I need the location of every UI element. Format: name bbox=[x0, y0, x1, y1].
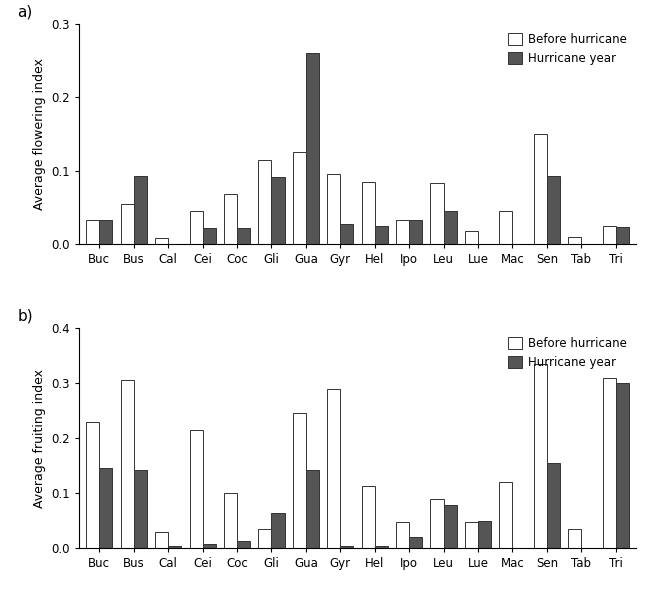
Bar bbox=[409, 220, 422, 244]
Bar bbox=[190, 430, 203, 548]
Bar bbox=[293, 153, 306, 244]
Bar bbox=[203, 544, 216, 548]
Bar bbox=[121, 204, 134, 244]
Bar bbox=[465, 231, 478, 244]
Bar bbox=[340, 545, 354, 548]
Bar bbox=[327, 175, 340, 244]
Bar bbox=[443, 505, 457, 548]
Bar bbox=[499, 211, 512, 244]
Bar bbox=[190, 211, 203, 244]
Bar bbox=[327, 389, 340, 548]
Bar bbox=[465, 522, 478, 548]
Bar bbox=[361, 182, 375, 244]
Bar bbox=[237, 541, 250, 548]
Bar bbox=[155, 532, 168, 548]
Bar bbox=[306, 53, 319, 244]
Bar bbox=[258, 160, 272, 244]
Bar bbox=[409, 538, 422, 548]
Y-axis label: Average fruiting index: Average fruiting index bbox=[33, 369, 45, 508]
Bar bbox=[534, 134, 547, 244]
Bar bbox=[258, 529, 272, 548]
Bar bbox=[568, 237, 581, 244]
Bar bbox=[478, 521, 491, 548]
Bar bbox=[306, 470, 319, 548]
Bar bbox=[430, 183, 443, 244]
Bar bbox=[603, 226, 616, 244]
Bar bbox=[616, 226, 628, 244]
Bar bbox=[155, 238, 168, 244]
Bar bbox=[121, 380, 134, 548]
Bar bbox=[224, 493, 237, 548]
Bar bbox=[396, 220, 409, 244]
Bar bbox=[134, 176, 147, 244]
Bar bbox=[534, 364, 547, 548]
Bar bbox=[616, 383, 628, 548]
Bar bbox=[375, 226, 388, 244]
Bar bbox=[272, 176, 285, 244]
Bar bbox=[499, 482, 512, 548]
Bar bbox=[203, 228, 216, 244]
Bar bbox=[547, 176, 560, 244]
Bar bbox=[430, 499, 443, 548]
Bar bbox=[224, 194, 237, 244]
Text: a): a) bbox=[18, 4, 33, 20]
Bar bbox=[340, 224, 354, 244]
Bar bbox=[237, 228, 250, 244]
Bar bbox=[99, 468, 112, 548]
Bar bbox=[547, 463, 560, 548]
Bar bbox=[603, 377, 616, 548]
Bar bbox=[134, 470, 147, 548]
Legend: Before hurricane, Hurricane year: Before hurricane, Hurricane year bbox=[504, 30, 630, 69]
Bar bbox=[443, 211, 457, 244]
Bar bbox=[396, 522, 409, 548]
Text: b): b) bbox=[18, 309, 33, 324]
Legend: Before hurricane, Hurricane year: Before hurricane, Hurricane year bbox=[504, 334, 630, 373]
Bar bbox=[99, 220, 112, 244]
Bar bbox=[87, 220, 99, 244]
Bar bbox=[375, 545, 388, 548]
Bar bbox=[293, 414, 306, 548]
Bar bbox=[361, 486, 375, 548]
Bar bbox=[168, 545, 181, 548]
Y-axis label: Average flowering index: Average flowering index bbox=[33, 58, 45, 210]
Bar bbox=[272, 513, 285, 548]
Bar bbox=[87, 421, 99, 548]
Bar bbox=[568, 529, 581, 548]
